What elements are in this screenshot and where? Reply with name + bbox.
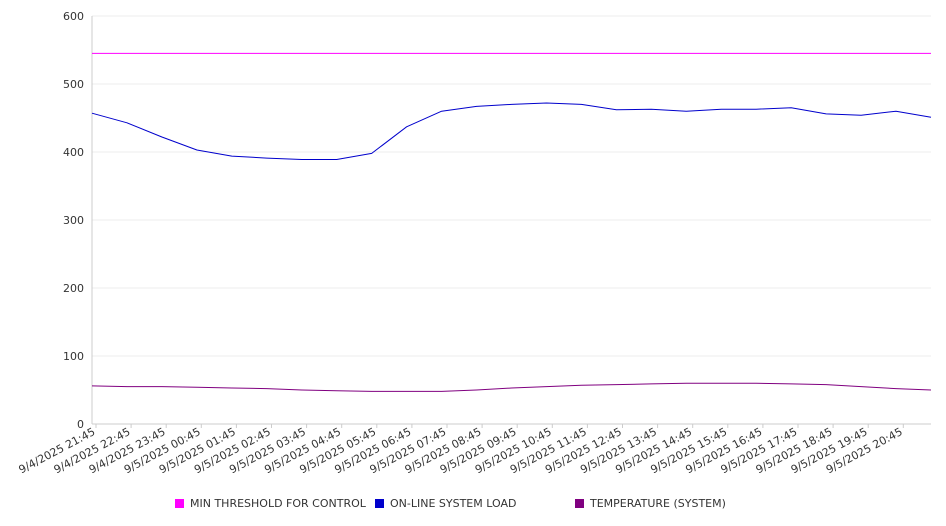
y-tick-label: 100 xyxy=(63,350,84,363)
legend-item-system-load[interactable]: ON-LINE SYSTEM LOAD xyxy=(375,497,516,510)
legend-label-system-load: ON-LINE SYSTEM LOAD xyxy=(390,497,517,510)
y-tick-label: 200 xyxy=(63,282,84,295)
series-line-1 xyxy=(91,102,932,160)
legend-swatch-system-load xyxy=(375,499,384,508)
y-tick-label: 0 xyxy=(77,418,84,431)
legend-label-min-threshold: MIN THRESHOLD FOR CONTROL xyxy=(190,497,366,510)
y-tick-label: 500 xyxy=(63,78,84,91)
series-line-2 xyxy=(91,382,932,392)
y-tick-label: 400 xyxy=(63,146,84,159)
y-tick-label: 600 xyxy=(63,10,84,23)
legend-label-temperature: TEMPERATURE (SYSTEM) xyxy=(590,497,726,510)
y-tick-label: 300 xyxy=(63,214,84,227)
legend-item-min-threshold[interactable]: MIN THRESHOLD FOR CONTROL xyxy=(175,497,366,510)
y-tick-labels: 0 100 200 300 400 500 600 xyxy=(63,10,84,431)
legend-item-temperature[interactable]: TEMPERATURE (SYSTEM) xyxy=(575,497,726,510)
grid-lines xyxy=(92,15,931,357)
series-lines xyxy=(91,52,932,392)
legend-swatch-temperature xyxy=(575,499,584,508)
legend-swatch-min-threshold xyxy=(175,499,184,508)
axes xyxy=(91,16,931,428)
x-tick-labels: 9/4/2025 21:459/4/2025 22:459/4/2025 23:… xyxy=(17,425,905,476)
legend: MIN THRESHOLD FOR CONTROL ON-LINE SYSTEM… xyxy=(0,497,946,515)
